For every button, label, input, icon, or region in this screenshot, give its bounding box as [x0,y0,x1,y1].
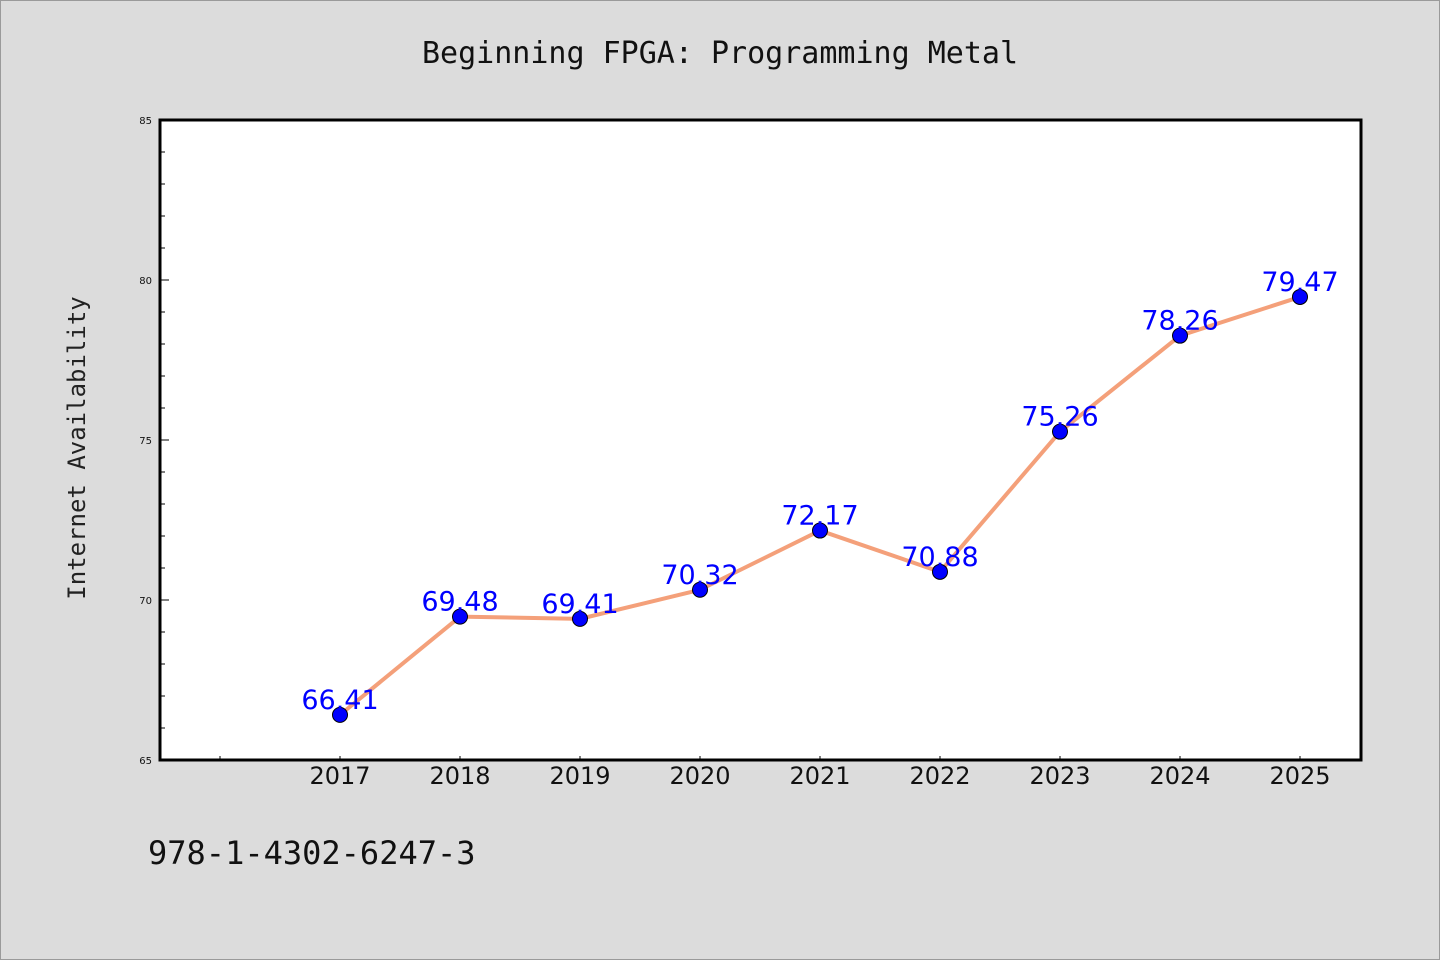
plot-area [158,118,1363,762]
x-tick-label: 2021 [789,762,850,790]
data-label: 79.47 [1261,267,1338,298]
data-label: 70.32 [661,560,738,591]
chart-title: Beginning FPGA: Programming Metal [422,36,1018,71]
data-point-marker [1292,288,1308,305]
x-axis-ticks: 2017 2018 2019 2020 2021 2022 2023 2024 2025 [219,756,1331,790]
y-tick-label: 75 [139,436,152,447]
data-label-group: 66.41 69.48 69.41 70.32 72.17 70.88 75.26 78.26… [301,267,1338,716]
data-label: 69.48 [421,587,498,618]
x-tick-label: 2023 [1029,762,1090,790]
data-point-marker [452,608,468,625]
y-axis-label: Internet Availability [63,296,91,599]
data-label: 66.41 [301,685,378,716]
y-tick-label: 85 [139,116,152,127]
data-point-marker [1052,423,1068,440]
y-axis-ticks: 65 70 75 80 85 [139,116,169,767]
y-tick-label: 65 [139,756,152,767]
x-tick-label: 2017 [309,762,370,790]
marker-group [332,288,1308,723]
data-point-marker [812,522,828,539]
x-tick-label: 2019 [549,762,610,790]
data-label: 70.88 [901,542,978,573]
data-label: 78.26 [1141,306,1218,337]
data-point-marker [692,581,708,598]
isbn-text: 978-1-4302-6247-3 [148,834,476,872]
data-label: 75.26 [1021,402,1098,433]
data-point-marker [332,706,348,723]
data-point-marker [572,610,588,627]
x-tick-label: 2022 [909,762,970,790]
x-tick-label: 2025 [1269,762,1330,790]
y-tick-label: 70 [139,596,152,607]
data-label: 69.41 [541,589,618,620]
x-tick-label: 2024 [1149,762,1210,790]
x-tick-label: 2018 [429,762,490,790]
data-point-marker [932,563,948,580]
y-tick-label: 80 [139,276,152,287]
data-label: 72.17 [781,501,858,532]
data-point-marker [1172,327,1188,344]
x-tick-label: 2020 [669,762,730,790]
